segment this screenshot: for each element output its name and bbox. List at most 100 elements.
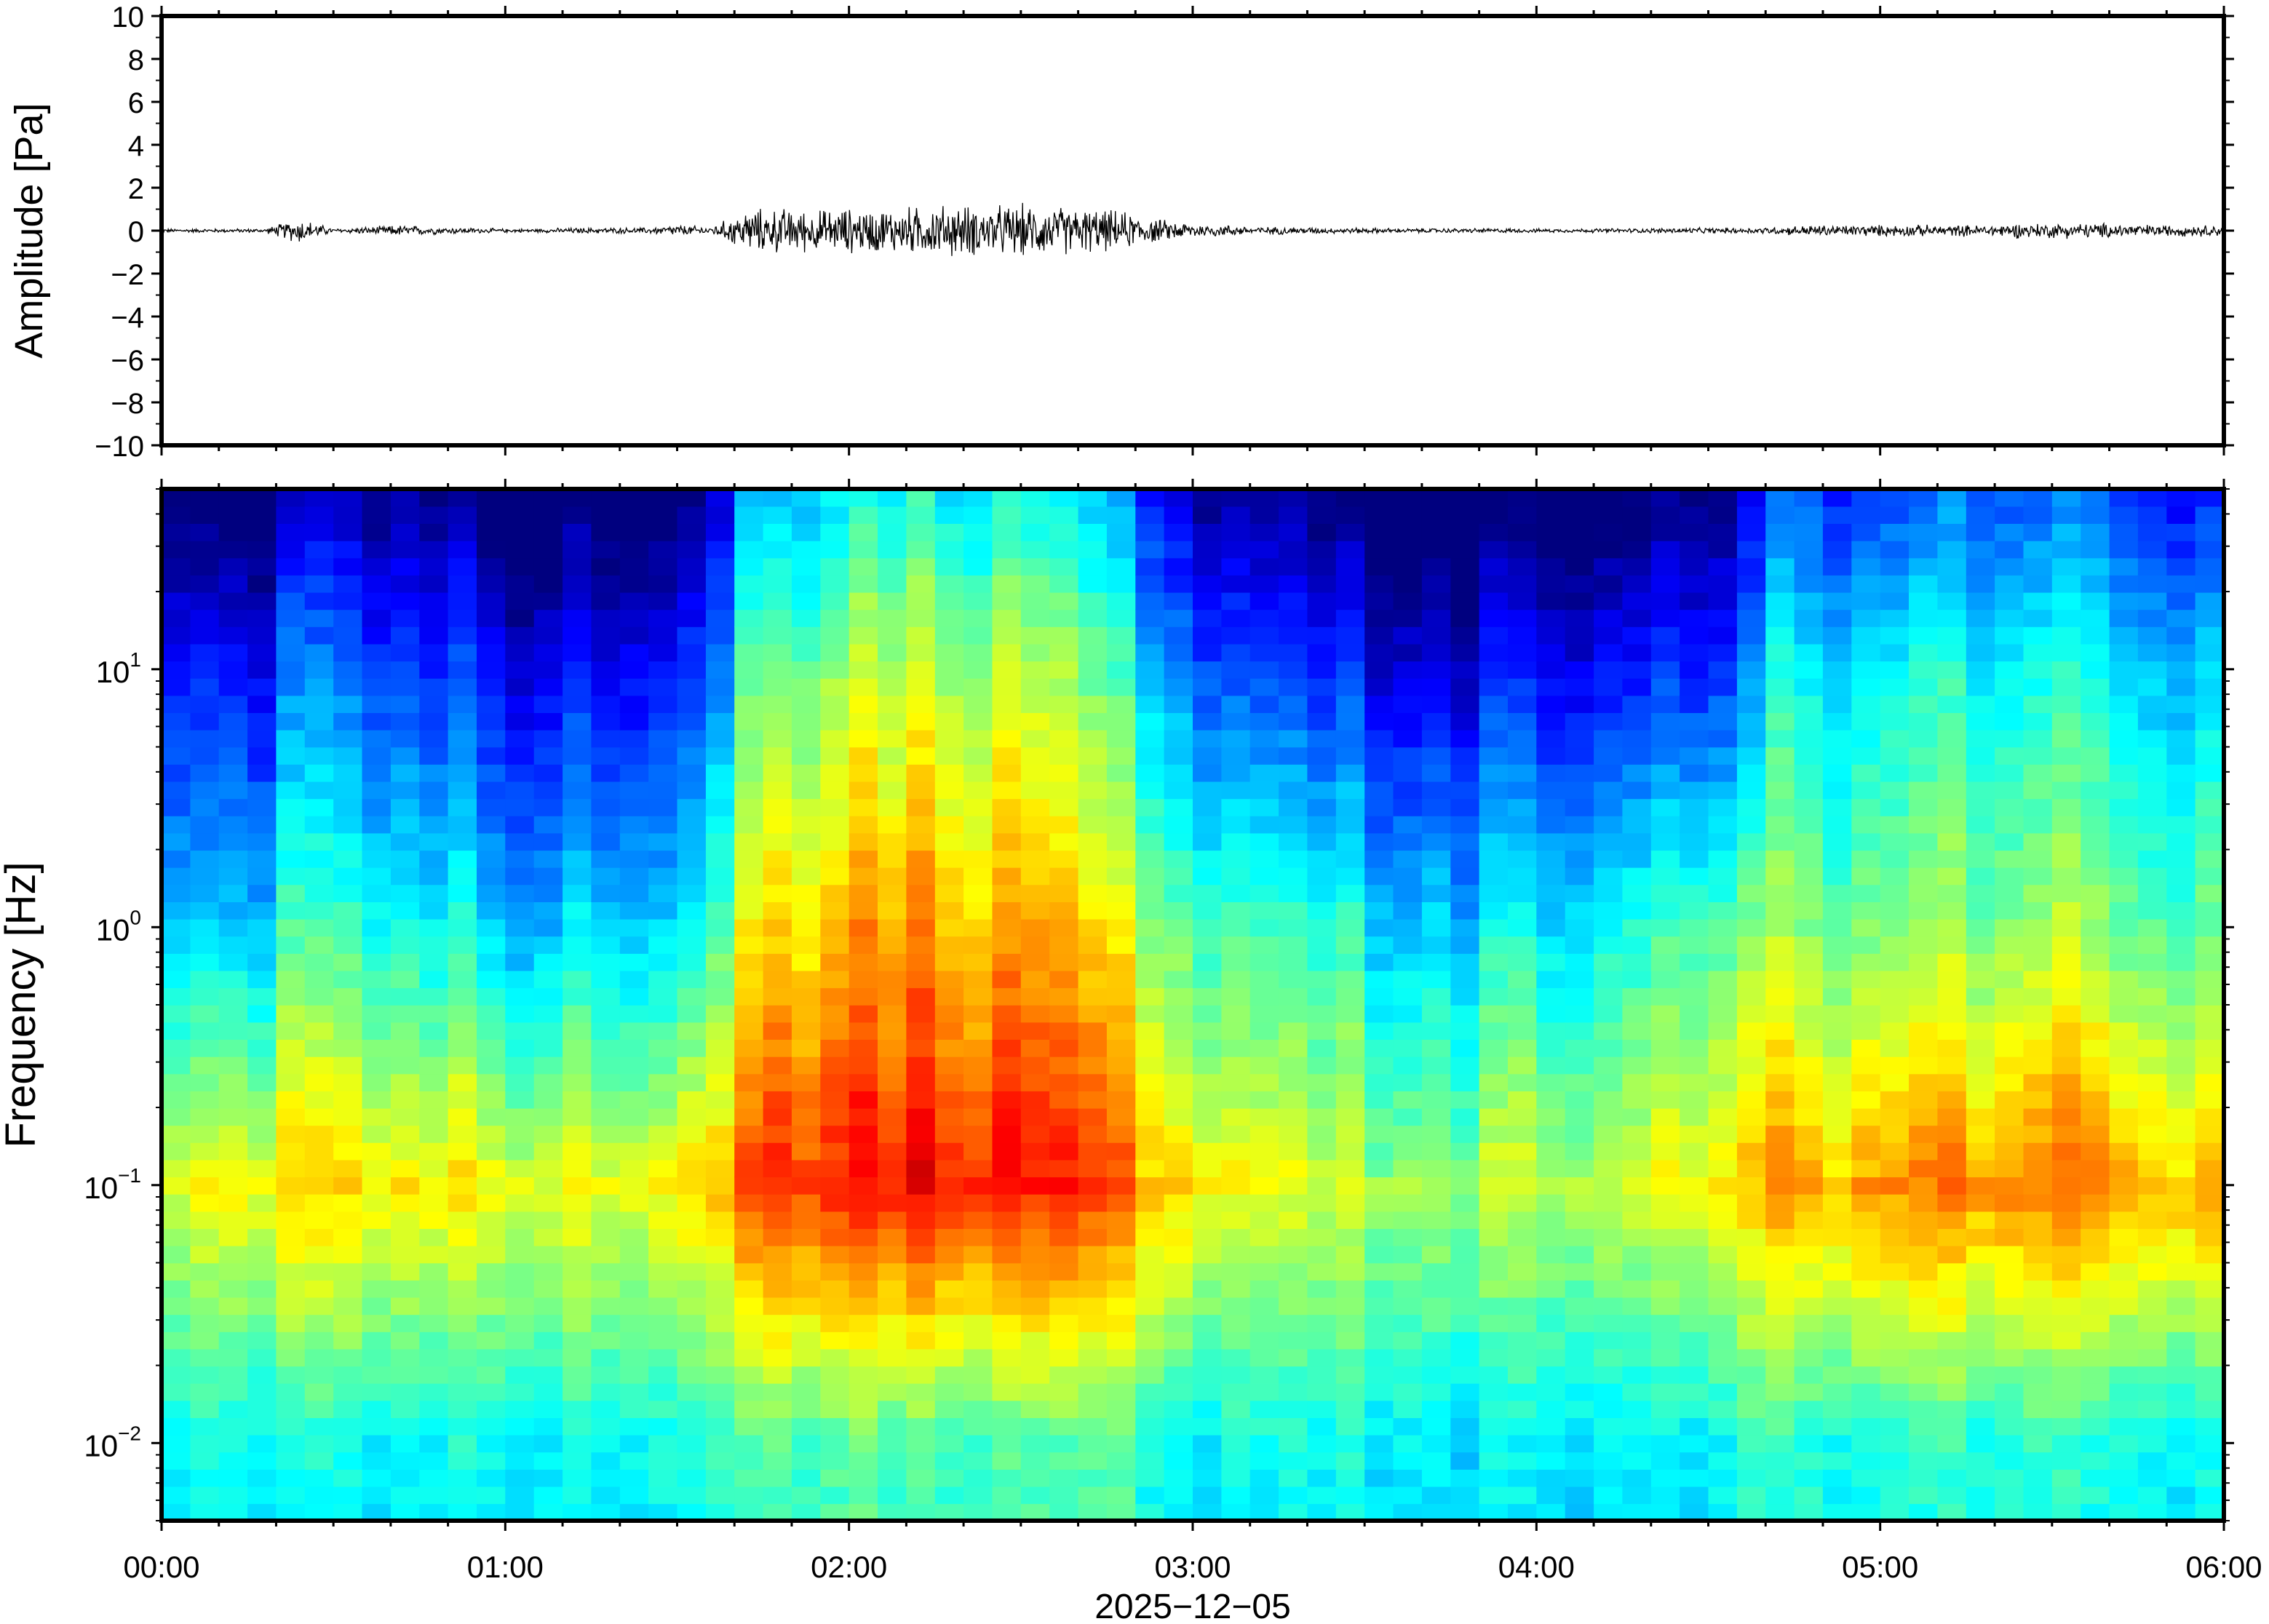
spectrogram-cell [1708,1125,1738,1143]
spectrogram-cell [1966,1452,1995,1470]
spectrogram-cell [1851,970,1881,989]
spectrogram-cell [1937,489,1967,507]
spectrogram-cell [276,867,306,885]
spectrogram-cell [390,1366,421,1384]
spectrogram-cell [1966,1503,1995,1521]
spectrogram-cell [1909,592,1939,610]
spectrogram-cell [162,1434,191,1453]
spectrogram-cell [304,1297,334,1315]
spectrogram-cell [505,626,535,645]
spectrogram-cell [878,729,907,748]
spectrogram-cell [1450,918,1480,937]
spectrogram-cell [1594,1228,1624,1246]
spectrogram-cell [1622,695,1652,713]
spectrogram-cell [1594,1348,1624,1367]
spectrogram-cell [705,695,736,713]
spectrogram-cell [820,661,850,679]
spectrogram-cell [2166,1348,2196,1367]
spectrogram-cell [1880,1332,1910,1350]
spectrogram-cell [906,695,936,713]
spectrogram-cell [820,1107,850,1126]
spectrogram-cell [1049,1348,1079,1367]
spectrogram-cell [619,575,649,593]
spectrogram-cell [1393,1073,1423,1091]
spectrogram-cell [1937,1503,1967,1521]
spectrogram-cell [419,712,449,731]
spectrogram-cell [1279,729,1308,748]
spectrogram-cell [878,867,907,885]
spectrogram-cell [2081,1452,2110,1470]
spectrogram-cell [1508,1348,1538,1367]
spectrogram-cell [791,987,822,1006]
spectrogram-cell [1995,1297,2024,1315]
spectrogram-cell [1364,1211,1394,1229]
spectrogram-cell [734,1332,764,1350]
spectrogram-cell [1995,1332,2024,1350]
spectrogram-cell [1421,1177,1452,1195]
spectrogram-cell [505,1348,535,1367]
spectrogram-cell [791,592,822,610]
spectrogram-cell [820,1400,850,1418]
spectrogram-cell [591,540,621,559]
spectrogram-cell [1279,1056,1308,1075]
spectrogram-cell [1937,712,1967,731]
spectrogram-cell [992,678,1022,696]
spectrogram-cell [1393,1314,1423,1332]
spectrogram-cell [2166,523,2196,541]
spectrogram-cell [1822,1332,1853,1350]
spectrogram-cell [2137,781,2168,800]
spectrogram-cell [1106,1503,1137,1521]
spectrogram-cell [1594,936,1624,954]
spectrogram-cell [2081,1022,2110,1040]
spectrogram-cell [1708,729,1738,748]
spectrogram-cell [2051,1297,2081,1315]
spectrogram-cell [992,1194,1022,1212]
spectrogram-cell [1106,661,1137,679]
spectrogram-cell [1020,798,1050,816]
spectrogram-cell [1851,712,1881,731]
spectrogram-cell [333,781,363,800]
spectrogram-cell [1650,918,1680,937]
spectrogram-cell [1851,1039,1881,1057]
spectrogram-cell [2195,832,2224,851]
spectrogram-cell [1536,884,1566,902]
spectrogram-cell [1536,592,1566,610]
spectrogram-cell [2023,1452,2053,1470]
spectrogram-cell [533,557,563,576]
spectrogram-cell [1622,1091,1652,1109]
spectrogram-cell [448,729,477,748]
spectrogram-cell [190,712,220,731]
spectrogram-cell [820,712,850,731]
spectrogram-cell [734,764,764,782]
spectrogram-cell [763,764,792,782]
spectrogram-cell [1736,1366,1767,1384]
spectrogram-cell [1995,1056,2024,1075]
spectrogram-cell [1966,695,1995,713]
spectrogram-cell [763,592,792,610]
spectrogram-cell [1765,609,1795,627]
spectrogram-cell [162,1056,191,1075]
spectrogram-cell [934,1382,964,1401]
spectrogram-cell [448,1382,477,1401]
spectrogram-cell [1279,1280,1308,1298]
spectrogram-cell [533,1348,563,1367]
spectrogram-cell [419,1348,449,1367]
spectrogram-cell [906,729,936,748]
spectrogram-cell [1909,626,1939,645]
spectrogram-cell [1736,832,1767,851]
spectrogram-cell [1536,1039,1566,1057]
spectrogram-cell [247,1486,277,1505]
spectrogram-cell [1966,1039,1995,1057]
spectrogram-cell [591,1022,621,1040]
spectrogram-x-tick-label: 05:00 [1842,1550,1918,1584]
spectrogram-cell [1279,1417,1308,1436]
spectrogram-cell [1650,1177,1680,1195]
spectrogram-cell [963,609,993,627]
spectrogram-cell [1049,1400,1079,1418]
spectrogram-cell [333,1434,363,1453]
spectrogram-cell [390,592,421,610]
spectrogram-cell [763,540,792,559]
spectrogram-cell [992,1091,1022,1109]
spectrogram-cell [619,1262,649,1281]
spectrogram-cell [477,747,506,765]
